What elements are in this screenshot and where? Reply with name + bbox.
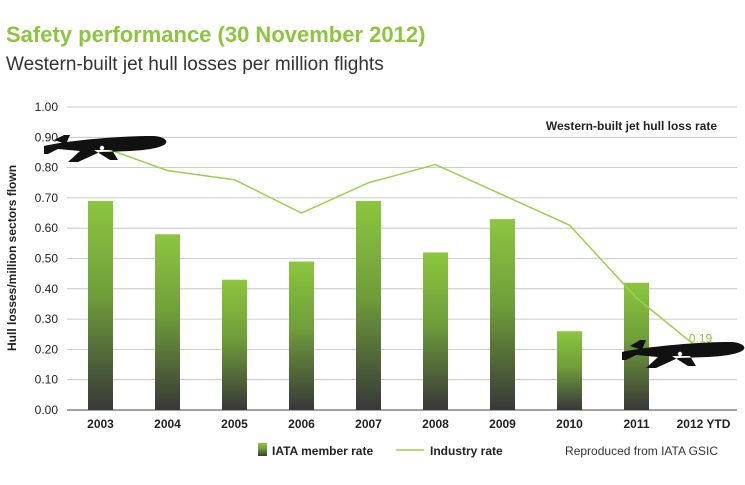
x-tick-label: 2008 <box>422 417 449 431</box>
x-tick-label: 2003 <box>87 417 114 431</box>
bar-2005 <box>222 279 247 410</box>
bar-2008 <box>423 252 448 410</box>
legend-industry-rate: Industry rate <box>430 444 503 458</box>
bar-2004 <box>155 234 180 410</box>
y-tick-label: 0.10 <box>35 373 59 387</box>
y-tick-label: 0.80 <box>35 161 59 175</box>
source-note: Reproduced from IATA GSIC <box>565 444 718 458</box>
x-tick-label: 2012 YTD <box>677 417 731 431</box>
y-tick-label: 0.70 <box>35 191 59 205</box>
y-tick-label: 0.00 <box>35 403 59 417</box>
y-tick-label: 0.20 <box>35 342 59 356</box>
page-subtitle: Western-built jet hull losses per millio… <box>6 54 384 75</box>
bar-2009 <box>490 219 515 410</box>
x-tick-label: 2004 <box>154 417 181 431</box>
x-tick-label: 2009 <box>489 417 516 431</box>
legend-iata-member-rate: IATA member rate <box>272 444 373 458</box>
bar-2010 <box>557 331 582 410</box>
y-tick-label: 0.30 <box>35 312 59 326</box>
bar-2006 <box>289 261 314 410</box>
legend: IATA member rate Industry rate Reproduce… <box>258 443 718 458</box>
x-tick-labels: 2003 2004 2005 2006 2007 2008 2009 2010 2011 2012… <box>87 417 731 431</box>
page-title: Safety performance (30 November 2012) <box>6 22 426 47</box>
y-tick-label: 0.90 <box>35 130 59 144</box>
legend-bar-swatch <box>258 443 267 456</box>
y-tick-label: 0.60 <box>35 221 59 235</box>
bar-2003 <box>88 200 113 410</box>
x-tick-label: 2006 <box>288 417 315 431</box>
airplane-icon-right <box>622 340 745 368</box>
x-tick-label: 2010 <box>556 417 583 431</box>
data-label-2012: 0.19 <box>689 331 713 345</box>
x-tick-label: 2011 <box>623 417 649 431</box>
industry-rate-line: 0.19 <box>100 145 713 354</box>
y-axis-label: Hull losses/million sectors flown <box>5 165 19 351</box>
airplane-icon-left <box>44 135 167 162</box>
x-tick-label: 2005 <box>221 417 248 431</box>
bars <box>88 200 649 410</box>
y-tick-label: 0.40 <box>35 282 59 296</box>
bar-2007 <box>356 200 381 410</box>
y-tick-labels: 0.00 0.10 0.20 0.30 0.40 0.50 0.60 0.70 0.80 0.90… <box>35 100 59 417</box>
chart-title: Western-built jet hull loss rate <box>546 119 717 133</box>
x-tick-label: 2007 <box>355 417 382 431</box>
industry-rate-series <box>100 145 704 354</box>
y-tick-label: 0.50 <box>35 252 59 266</box>
y-tick-label: 1.00 <box>35 100 59 114</box>
